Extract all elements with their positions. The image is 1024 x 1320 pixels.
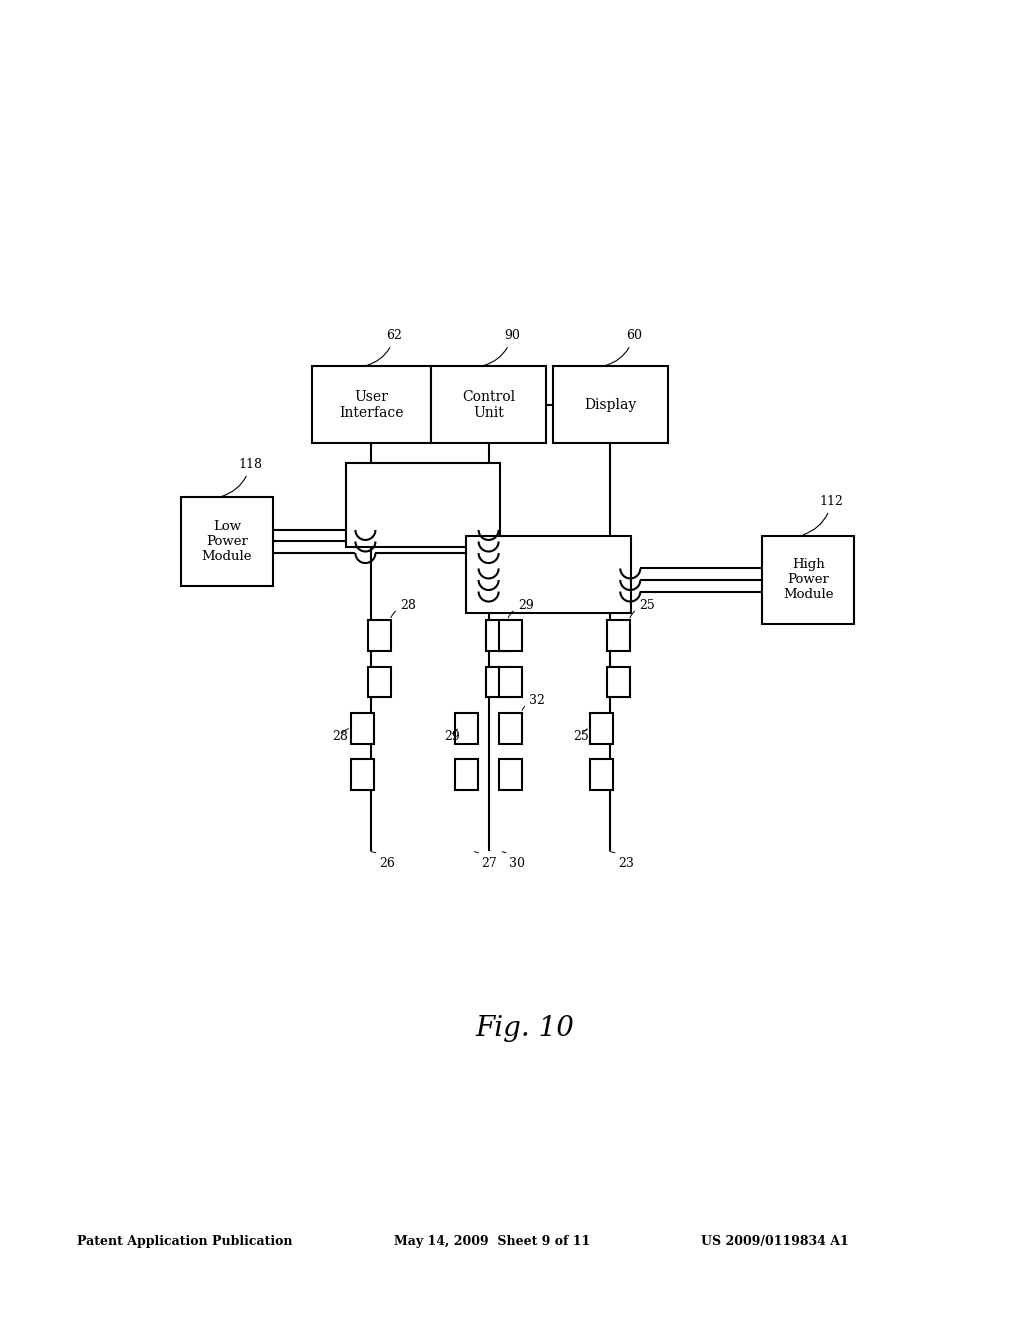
FancyBboxPatch shape bbox=[500, 713, 522, 743]
FancyBboxPatch shape bbox=[368, 620, 391, 651]
Text: 112: 112 bbox=[803, 495, 844, 535]
FancyBboxPatch shape bbox=[607, 667, 631, 697]
Text: Control
Unit: Control Unit bbox=[462, 389, 515, 420]
Text: Low
Power
Module: Low Power Module bbox=[202, 520, 252, 562]
Text: User
Interface: User Interface bbox=[339, 389, 403, 420]
FancyBboxPatch shape bbox=[500, 620, 522, 651]
Text: 27: 27 bbox=[474, 851, 497, 870]
FancyBboxPatch shape bbox=[351, 713, 374, 743]
FancyBboxPatch shape bbox=[351, 759, 374, 789]
Text: Display: Display bbox=[584, 397, 636, 412]
Text: 60: 60 bbox=[605, 330, 642, 366]
FancyBboxPatch shape bbox=[311, 367, 431, 444]
Text: US 2009/0119834 A1: US 2009/0119834 A1 bbox=[701, 1236, 849, 1249]
FancyBboxPatch shape bbox=[485, 667, 509, 697]
Text: Patent Application Publication: Patent Application Publication bbox=[77, 1236, 292, 1249]
Text: 26: 26 bbox=[371, 851, 395, 870]
FancyBboxPatch shape bbox=[590, 759, 613, 789]
Text: 29: 29 bbox=[444, 729, 460, 743]
Text: Fig. 10: Fig. 10 bbox=[475, 1015, 574, 1041]
Text: 25: 25 bbox=[630, 599, 655, 618]
FancyBboxPatch shape bbox=[500, 667, 522, 697]
FancyBboxPatch shape bbox=[590, 713, 613, 743]
FancyBboxPatch shape bbox=[500, 759, 522, 789]
Text: High
Power
Module: High Power Module bbox=[783, 558, 834, 602]
FancyBboxPatch shape bbox=[431, 367, 547, 444]
FancyBboxPatch shape bbox=[553, 367, 668, 444]
FancyBboxPatch shape bbox=[368, 667, 391, 697]
Text: 118: 118 bbox=[222, 458, 262, 496]
FancyBboxPatch shape bbox=[762, 536, 854, 624]
Text: 23: 23 bbox=[610, 851, 634, 870]
FancyBboxPatch shape bbox=[455, 759, 478, 789]
Text: 62: 62 bbox=[367, 330, 402, 366]
FancyBboxPatch shape bbox=[180, 498, 273, 586]
Text: 28: 28 bbox=[391, 599, 417, 618]
FancyBboxPatch shape bbox=[485, 620, 509, 651]
FancyBboxPatch shape bbox=[466, 536, 631, 612]
FancyBboxPatch shape bbox=[346, 462, 500, 548]
FancyBboxPatch shape bbox=[455, 713, 478, 743]
Text: 28: 28 bbox=[333, 729, 348, 743]
Text: 25: 25 bbox=[573, 729, 589, 743]
Text: 32: 32 bbox=[522, 693, 546, 710]
Text: 30: 30 bbox=[502, 851, 524, 870]
Text: May 14, 2009  Sheet 9 of 11: May 14, 2009 Sheet 9 of 11 bbox=[394, 1236, 591, 1249]
Text: 90: 90 bbox=[483, 330, 520, 366]
Text: 29: 29 bbox=[508, 599, 534, 618]
FancyBboxPatch shape bbox=[607, 620, 631, 651]
